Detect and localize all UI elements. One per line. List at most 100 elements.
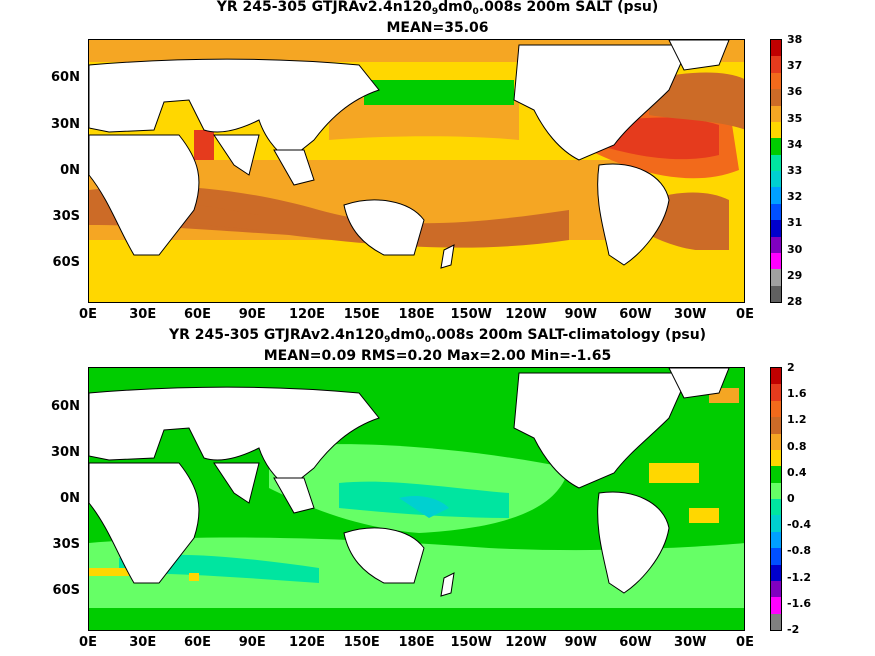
lat-label-60s-2: 60S	[52, 583, 80, 598]
colorbar-label: 0.4	[787, 465, 807, 479]
colorbar-swatch	[771, 597, 781, 614]
colorbar-swatch	[771, 105, 781, 122]
colorbar-swatch	[771, 400, 781, 418]
colorbar-swatch	[771, 236, 781, 253]
lon-label: 60W	[619, 307, 652, 322]
lat-label-60s: 60S	[52, 255, 80, 270]
colorbar-swatch	[771, 564, 781, 581]
colorbar-swatch	[771, 449, 781, 467]
lat-label-30n: 30N	[51, 117, 80, 132]
colorbar-swatch	[771, 40, 781, 57]
colorbar-swatch	[771, 580, 781, 598]
colorbar-swatch	[771, 187, 781, 204]
lon-label: 90W	[564, 635, 597, 650]
colorbar-label: -1.6	[787, 596, 812, 610]
lon-label: 0E	[79, 635, 97, 650]
lon-label: 0E	[79, 307, 97, 322]
colorbar-swatch	[771, 171, 781, 188]
colorbar-swatch	[771, 482, 781, 499]
colorbar-label: -0.4	[787, 518, 812, 532]
panel1-title: YR 245-305 GTJRAv2.4n1209dm00.008s 200m …	[216, 0, 659, 17]
lat-label-0n-2: 0N	[60, 491, 80, 506]
lon-label: 60E	[184, 635, 211, 650]
colorbar-label: 37	[787, 59, 803, 73]
lon-label: 0E	[736, 635, 754, 650]
colorbar-swatch	[771, 121, 781, 139]
colorbar-swatch	[771, 72, 781, 90]
lon-label: 0E	[736, 307, 754, 322]
colorbar-swatch	[771, 220, 781, 237]
lat-label-0n: 0N	[60, 163, 80, 178]
panel2-stats: MEAN=0.09 RMS=0.20 Max=2.00 Min=-1.65	[263, 348, 612, 364]
panel1-stats: MEAN=35.06	[386, 20, 489, 36]
lon-label: 120E	[288, 635, 326, 650]
lon-label: 30W	[674, 635, 707, 650]
lon-label: 150E	[343, 635, 380, 650]
colorbar-label: 30	[787, 242, 803, 256]
colorbar-swatch	[771, 531, 781, 549]
colorbar-label: 36	[787, 85, 803, 99]
colorbar-swatch	[771, 433, 781, 450]
colorbar-label: 35	[787, 111, 803, 125]
colorbar-swatch	[771, 154, 781, 171]
colorbar-label: 28	[787, 295, 803, 308]
colorbar-swatch	[771, 368, 781, 385]
panel2-map	[88, 367, 745, 631]
colorbar-label: -1.2	[787, 570, 812, 584]
lat-label-30s: 30S	[52, 209, 80, 224]
salt-map	[89, 40, 744, 302]
colorbar-swatch	[771, 515, 781, 532]
colorbar-swatch	[771, 285, 781, 302]
lon-label: 120W	[505, 635, 547, 650]
lon-label: 90E	[238, 635, 266, 650]
lat-label-60n: 60N	[51, 70, 80, 85]
colorbar-label: 1.6	[787, 387, 807, 401]
lon-label: 90W	[564, 307, 597, 322]
colorbar-swatch	[771, 499, 781, 516]
lon-label: 60E	[184, 307, 211, 322]
lon-label: 30E	[129, 307, 157, 322]
lon-label: 180E	[398, 307, 435, 322]
colorbar-swatch	[771, 417, 781, 434]
panel1-map	[88, 39, 745, 303]
colorbar-label: -0.8	[787, 544, 812, 558]
lon-label: 150W	[450, 635, 492, 650]
colorbar-swatch	[771, 269, 781, 286]
lon-label: 30W	[674, 307, 707, 322]
colorbar-swatch	[771, 203, 781, 221]
lat-label-60n-2: 60N	[51, 399, 80, 414]
lon-label: 150W	[450, 307, 492, 322]
colorbar-swatch	[771, 252, 781, 270]
colorbar-salt	[770, 39, 782, 303]
colorbar-label: 0	[787, 492, 795, 505]
lon-label: 150E	[343, 307, 380, 322]
colorbar-swatch	[771, 56, 781, 73]
lon-label: 120W	[505, 307, 547, 322]
lon-label: 180E	[398, 635, 435, 650]
colorbar-label: 1.2	[787, 413, 807, 427]
lon-label: 120E	[288, 307, 326, 322]
colorbar-label: 2	[787, 361, 795, 374]
lon-label: 90E	[238, 307, 266, 322]
salt-anomaly-map	[89, 368, 744, 630]
lat-label-30s-2: 30S	[52, 537, 80, 552]
lon-label: 60W	[619, 635, 652, 650]
colorbar-label: 32	[787, 190, 803, 204]
colorbar-label: 0.8	[787, 439, 807, 453]
colorbar-swatch	[771, 138, 781, 155]
panel2-title: YR 245-305 GTJRAv2.4n1209dm00.008s 200m …	[168, 327, 707, 345]
colorbar-label: 38	[787, 33, 803, 46]
colorbar-swatch	[771, 613, 781, 630]
colorbar-anomaly	[770, 367, 782, 631]
colorbar-swatch	[771, 466, 781, 483]
colorbar-swatch	[771, 384, 781, 401]
colorbar-swatch	[771, 548, 781, 565]
colorbar-label: 34	[787, 137, 803, 151]
colorbar-label: 31	[787, 216, 803, 230]
colorbar-label: 33	[787, 164, 803, 177]
lat-label-30n-2: 30N	[51, 445, 80, 460]
lon-label: 30E	[129, 635, 157, 650]
colorbar-label: 29	[787, 268, 803, 282]
colorbar-swatch	[771, 89, 781, 106]
colorbar-label: -2	[787, 623, 800, 636]
